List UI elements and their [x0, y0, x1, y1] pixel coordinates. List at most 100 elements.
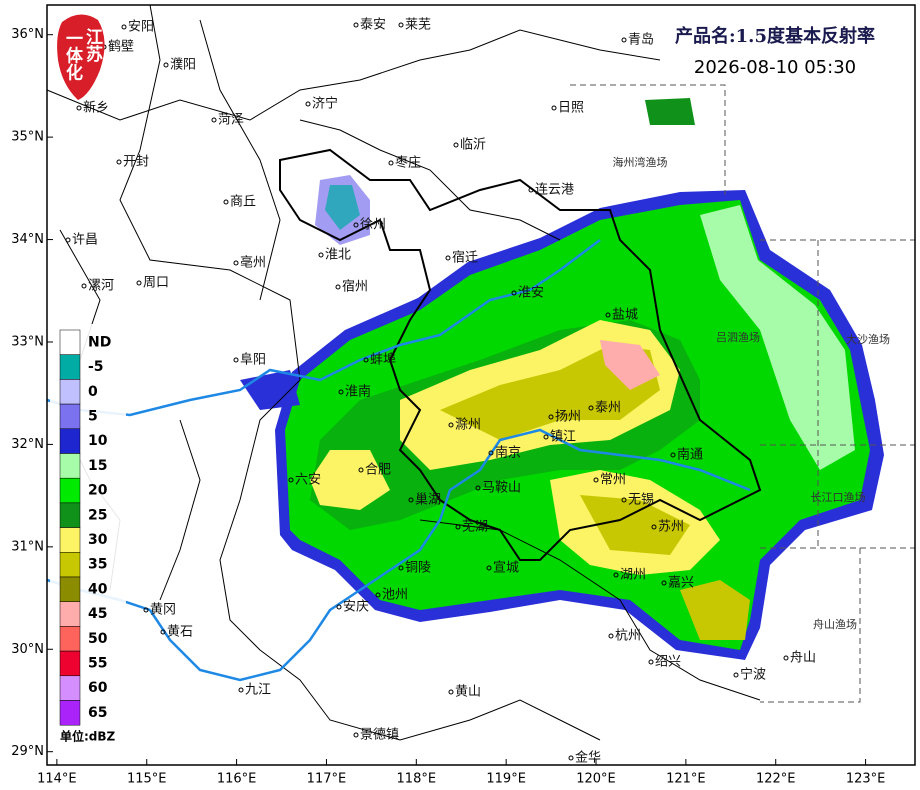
city-dot: [398, 22, 404, 28]
city-label: 合肥: [365, 463, 391, 478]
fishery-label: 海州湾渔场: [613, 155, 668, 169]
city-label: 泰安: [360, 18, 386, 33]
y-tick-label: 36°N: [11, 27, 44, 42]
legend-swatch: [59, 700, 81, 726]
city-dot: [621, 497, 627, 503]
city-dot: [651, 524, 657, 530]
city-label: 盐城: [612, 308, 638, 323]
city-label: 杭州: [615, 629, 641, 644]
city-label: 扬州: [555, 410, 581, 425]
city-dot: [543, 434, 549, 440]
legend-label: 15: [88, 458, 107, 474]
city-dot: [605, 312, 611, 318]
legend-swatch: [59, 601, 81, 627]
legend-label: 65: [88, 705, 107, 721]
city-label: 景德镇: [360, 728, 399, 743]
city-dot: [528, 187, 534, 193]
city-label: 嘉兴: [668, 576, 694, 591]
legend: ND -5 0 5 10 15 20 25 30 35 40 45 50 55 60 65 单位:dBZ: [50, 324, 126, 754]
city-dot: [336, 604, 342, 610]
fishery-boundaries: [570, 84, 915, 703]
city-label: 苏州: [658, 519, 684, 535]
city-dot: [408, 497, 414, 503]
city-label: 徐州: [360, 218, 386, 233]
city-dot: [121, 24, 127, 30]
city-label: 安庆: [343, 600, 369, 615]
legend-label: 45: [88, 606, 107, 622]
radar-echo: [240, 98, 884, 660]
legend-swatch: [59, 354, 81, 380]
city-label: 开封: [123, 155, 149, 170]
city-dot: [163, 62, 169, 68]
city-dot: [160, 629, 166, 635]
city-dot: [648, 659, 654, 665]
city-label: 南京: [495, 445, 521, 461]
city-dot: [238, 687, 244, 693]
city-label: 池州: [382, 588, 408, 603]
city-label: 青岛: [628, 32, 654, 48]
fishery-label: 吕泗渔场: [716, 330, 760, 344]
city-dot: [388, 160, 394, 166]
city-label: 金华: [575, 750, 601, 766]
city-label: 巢湖: [415, 493, 441, 508]
x-tick-label: 115°E: [127, 772, 167, 787]
y-tick-label: 33°N: [11, 334, 44, 349]
x-tick-label: 116°E: [217, 772, 257, 787]
city-dot: [233, 357, 239, 363]
city-label: 新乡: [83, 100, 109, 116]
city-label: 济宁: [312, 96, 338, 112]
city-dot: [398, 565, 404, 571]
x-tick-label: 120°E: [576, 772, 616, 787]
city-dot: [363, 357, 369, 363]
city-dot: [76, 105, 82, 111]
city-dot: [621, 37, 627, 43]
timestamp: 2026-08-10 05:30: [694, 57, 856, 78]
city-dot: [551, 105, 557, 111]
legend-swatch: [59, 527, 81, 553]
city-label: 亳州: [240, 255, 266, 271]
logo-text: 江苏: [82, 28, 103, 63]
y-tick-label: 34°N: [11, 232, 44, 247]
city-dot: [475, 485, 481, 491]
city-label: 黄石: [167, 625, 193, 640]
city-label: 马鞍山: [482, 480, 521, 496]
y-tick-label: 31°N: [11, 539, 44, 554]
city-label: 安阳: [128, 20, 154, 35]
legend-swatch: [59, 552, 81, 578]
x-tick-label: 114°E: [37, 772, 77, 787]
city-label: 临沂: [460, 138, 486, 153]
x-tick-label: 118°E: [397, 772, 437, 787]
map-frame: [46, 4, 916, 766]
city-label: 商丘: [230, 195, 256, 210]
city-label: 阜阳: [240, 352, 266, 368]
legend-swatch: [59, 379, 81, 405]
fishery-label: 长江口渔场: [811, 490, 866, 504]
city-label: 淮南: [345, 384, 371, 400]
legend-label: 0: [88, 384, 98, 400]
city-label: 连云港: [535, 182, 574, 198]
city-dot: [608, 633, 614, 639]
city-label: 濮阳: [170, 58, 196, 73]
city-label: 绍兴: [655, 655, 681, 670]
city-label: 鹤壁: [108, 39, 134, 55]
city-label: 周口: [143, 276, 169, 291]
city-label: 黄山: [455, 685, 481, 700]
city-dot: [65, 237, 71, 243]
city-dot: [116, 159, 122, 165]
legend-label: 50: [88, 631, 108, 647]
legend-label: 35: [88, 557, 107, 573]
city-label: 蚌埠: [370, 353, 396, 368]
city-label: 常州: [600, 473, 626, 488]
city-label: 淮安: [518, 286, 544, 301]
legend-label: 30: [88, 532, 108, 548]
city-dot: [353, 222, 359, 228]
logo: 江苏 一体化: [57, 14, 105, 100]
city-dot: [593, 477, 599, 483]
city-dot: [548, 414, 554, 420]
y-tick-label: 35°N: [11, 130, 44, 145]
city-dot: [568, 755, 574, 761]
city-dot: [338, 389, 344, 395]
city-label: 镇江: [550, 430, 576, 445]
city-dot: [448, 689, 454, 695]
